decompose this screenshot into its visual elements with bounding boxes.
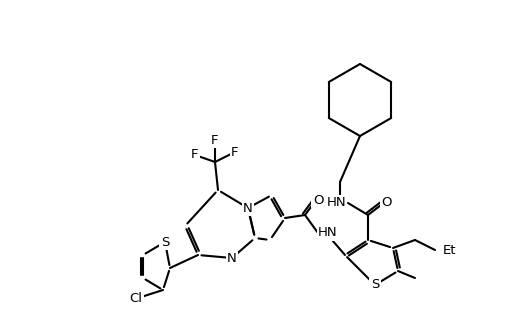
Text: F: F (231, 145, 239, 158)
Text: HN: HN (327, 196, 346, 210)
Text: N: N (243, 202, 253, 214)
Text: N: N (227, 251, 237, 264)
Text: O: O (313, 193, 323, 206)
Text: S: S (161, 236, 169, 249)
Text: F: F (191, 148, 199, 161)
Text: S: S (371, 279, 379, 292)
Text: Cl: Cl (130, 292, 142, 305)
Text: O: O (382, 195, 392, 209)
Text: HN: HN (318, 226, 337, 239)
Text: F: F (211, 133, 219, 146)
Text: Et: Et (443, 244, 457, 257)
